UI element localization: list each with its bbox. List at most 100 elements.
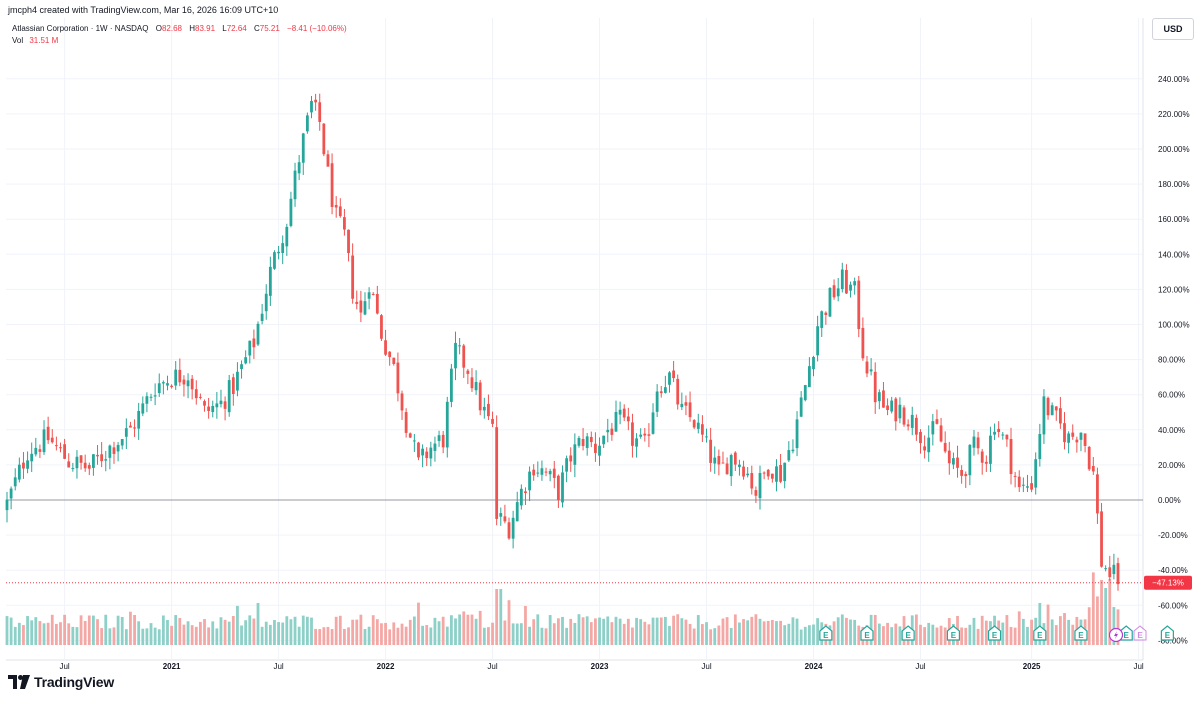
candle-body: [956, 457, 959, 468]
candle-body: [166, 383, 169, 386]
volume-bar: [380, 623, 383, 645]
candle-body: [882, 390, 885, 408]
volume-bar: [450, 615, 453, 645]
candle-body: [116, 445, 120, 452]
candle-body: [610, 428, 614, 435]
candle-body: [437, 435, 441, 441]
candle-body: [441, 434, 445, 448]
earnings-marker-label: E: [992, 631, 998, 640]
volume-bar: [1021, 618, 1025, 645]
earnings-marker[interactable]: [946, 625, 961, 641]
y-tick-label: -60.00%: [1158, 601, 1188, 610]
volume-bar: [499, 589, 503, 645]
volume-bar: [112, 627, 116, 645]
y-tick-label: 40.00%: [1158, 426, 1185, 435]
candle-body: [676, 378, 680, 405]
candle-body: [240, 364, 243, 370]
candle-body: [968, 444, 972, 476]
volume-bar: [840, 614, 844, 645]
volume-bar: [738, 622, 741, 645]
candle-body: [548, 471, 552, 475]
y-tick-label: 200.00%: [1158, 145, 1190, 154]
volume-bar: [46, 622, 50, 645]
candle-body: [540, 468, 544, 475]
tradingview-logo[interactable]: TradingView: [8, 672, 114, 692]
candle-body: [783, 462, 787, 482]
volume-bar: [347, 627, 350, 645]
earnings-marker[interactable]: [987, 625, 1002, 641]
candle-body: [507, 522, 511, 539]
volume-bar: [577, 614, 581, 645]
currency-button[interactable]: USD: [1152, 18, 1194, 40]
candle-body: [1046, 397, 1050, 416]
volume-bar: [310, 617, 313, 645]
volume-bar: [491, 622, 494, 645]
candle-body: [396, 362, 400, 394]
volume-bar: [322, 627, 326, 645]
volume-bar: [92, 615, 95, 645]
volume-bar: [248, 615, 252, 645]
candle-body: [787, 450, 791, 461]
volume-bar: [618, 618, 622, 645]
volume-bar: [1087, 607, 1091, 645]
volume-bar: [733, 614, 737, 645]
candle-body: [812, 356, 815, 370]
candle-body: [997, 428, 1001, 433]
earnings-marker[interactable]: [901, 625, 915, 641]
volume-bar: [766, 620, 770, 645]
candle-body: [672, 370, 675, 379]
volume-bar: [585, 616, 589, 645]
candle-body: [190, 378, 194, 390]
volume-bar: [141, 628, 145, 645]
legend-symbol[interactable]: Atlassian Corporation · 1W · NASDAQ: [12, 24, 149, 33]
earnings-marker[interactable]: [1074, 625, 1088, 641]
candle-body: [1071, 432, 1075, 437]
candle-body: [696, 422, 700, 429]
volume-bar: [120, 616, 124, 645]
volume-bar: [116, 615, 120, 645]
earnings-marker[interactable]: [1160, 625, 1174, 641]
volume-bar: [635, 617, 638, 645]
candle-body: [149, 396, 153, 398]
volume-bar: [170, 625, 173, 645]
candle-body: [976, 437, 980, 449]
volume-bar: [22, 625, 25, 645]
candle-body: [701, 424, 704, 435]
volume-bar: [343, 628, 346, 645]
candle-body: [1079, 432, 1083, 440]
volume-bar: [137, 621, 141, 645]
volume-bar: [807, 625, 811, 645]
candle-body: [203, 401, 206, 406]
candle-body: [738, 464, 741, 467]
future-earnings-marker[interactable]: [1133, 625, 1147, 641]
volume-bar: [853, 619, 857, 645]
volume-bar: [832, 621, 836, 645]
volume-bar: [338, 615, 342, 645]
candle-body: [989, 435, 992, 464]
candle-body: [857, 280, 861, 330]
volume-bar: [50, 614, 54, 645]
candle-body: [643, 433, 647, 436]
candle-body: [30, 453, 34, 462]
candle-body: [943, 442, 947, 452]
candle-body: [799, 397, 803, 417]
volume-bar: [326, 626, 330, 645]
candle-body: [1017, 476, 1021, 488]
candle-body: [408, 433, 412, 438]
earnings-marker[interactable]: [860, 625, 874, 641]
volume-bar: [1096, 596, 1099, 645]
volume-bar: [161, 615, 165, 645]
volume-bar: [589, 622, 593, 645]
volume-bar: [63, 614, 67, 645]
candle-body: [96, 454, 99, 457]
candle-body: [63, 444, 67, 459]
volume-bar: [30, 620, 34, 645]
earnings-marker[interactable]: [819, 625, 833, 641]
volume-bar: [1017, 611, 1021, 645]
earnings-marker[interactable]: [1033, 625, 1047, 641]
volume-bar: [684, 619, 688, 645]
candle-body: [729, 454, 733, 477]
volume-bar: [692, 628, 696, 645]
candle-body: [145, 396, 149, 404]
